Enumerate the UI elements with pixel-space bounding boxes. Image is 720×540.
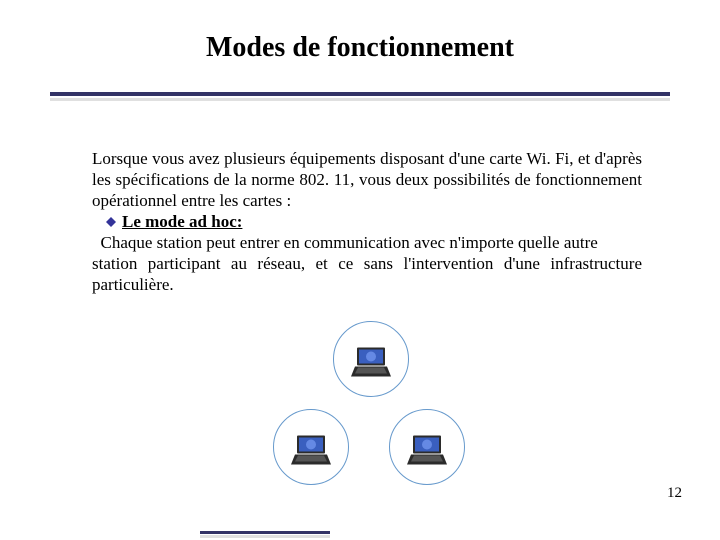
title-divider: [50, 92, 670, 101]
page-title: Modes de fonctionnement: [0, 32, 720, 64]
divider-line: [50, 92, 670, 96]
divider-shadow: [50, 98, 670, 101]
bullet-row: Le mode ad hoc:: [92, 211, 642, 232]
adhoc-desc-line1: Chaque station peut entrer en communicat…: [92, 232, 642, 253]
footer-rule-main: [200, 531, 330, 534]
laptop-icon: [407, 434, 447, 471]
page-number: 12: [667, 485, 682, 502]
network-node: [389, 409, 465, 485]
body-text: Lorsque vous avez plusieurs équipements …: [92, 148, 642, 295]
adhoc-desc-line2: station participant au réseau, et ce san…: [92, 253, 642, 295]
network-node: [333, 321, 409, 397]
mode-adhoc-label: Le mode ad hoc:: [122, 211, 242, 232]
laptop-icon: [351, 346, 391, 383]
footer-rule-shadow: [200, 535, 330, 538]
network-node: [273, 409, 349, 485]
slide: Modes de fonctionnement Lorsque vous ave…: [0, 0, 720, 540]
intro-paragraph: Lorsque vous avez plusieurs équipements …: [92, 148, 642, 211]
adhoc-diagram: [250, 318, 490, 488]
diamond-bullet-icon: [106, 217, 116, 227]
laptop-icon: [291, 434, 331, 471]
